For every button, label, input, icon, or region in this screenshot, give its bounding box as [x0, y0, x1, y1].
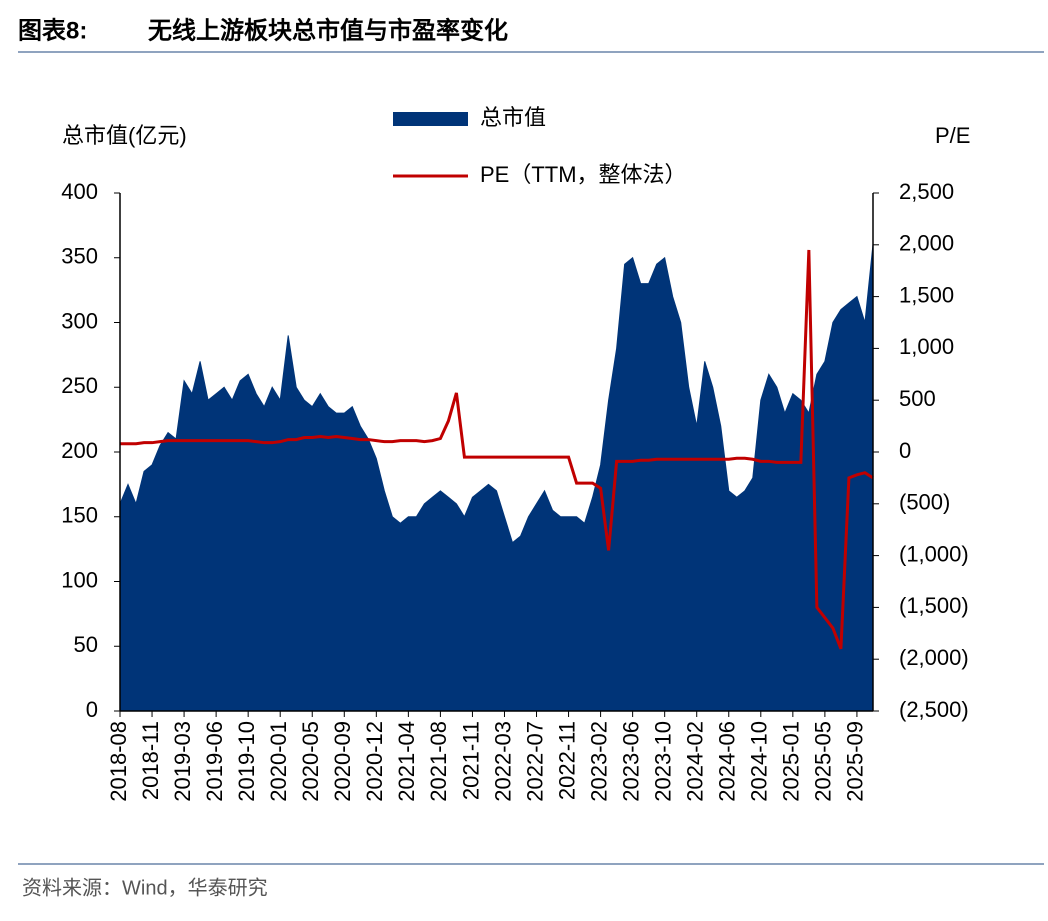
x-tick-label: 2018-11 [138, 721, 163, 800]
x-tick-label: 2020-01 [266, 721, 291, 802]
x-tick-label: 2025-01 [779, 721, 804, 802]
legend-swatch [393, 112, 468, 126]
y-tick-label: 400 [61, 179, 98, 204]
y-axis-title: 总市值(亿元) [62, 123, 187, 148]
x-tick-label: 2022-07 [522, 721, 547, 802]
y2-tick-label: 2,500 [899, 179, 954, 204]
y-tick-label: 0 [86, 697, 98, 722]
x-tick-label: 2023-06 [618, 721, 643, 802]
x-tick-label: 2023-02 [586, 721, 611, 802]
x-tick-label: 2022-03 [490, 721, 515, 802]
x-tick-label: 2024-06 [715, 721, 740, 802]
x-tick-label: 2021-11 [458, 721, 483, 800]
legend-label: PE（TTM，整体法） [480, 162, 687, 187]
y2-tick-label: (1,500) [899, 593, 969, 618]
x-tick-label: 2023-10 [650, 721, 675, 802]
x-tick-label: 2020-05 [298, 721, 323, 802]
y-tick-label: 50 [74, 632, 98, 657]
y2-tick-label: 500 [899, 386, 936, 411]
y2-tick-label: (2,500) [899, 697, 969, 722]
x-tick-label: 2021-04 [394, 721, 419, 802]
y-tick-label: 250 [61, 373, 98, 398]
x-tick-label: 2019-06 [202, 721, 227, 802]
y2-tick-label: 2,000 [899, 231, 954, 256]
y2-tick-label: 0 [899, 438, 911, 463]
y-tick-label: 200 [61, 438, 98, 463]
x-tick-label: 2019-10 [234, 721, 259, 802]
y-tick-label: 100 [61, 567, 98, 592]
y2-tick-label: (500) [899, 490, 950, 515]
x-tick-label: 2025-05 [811, 721, 836, 802]
y-tick-label: 150 [61, 503, 98, 528]
market-cap-area [119, 244, 874, 712]
source: 资料来源：Wind，华泰研究 [22, 876, 268, 899]
pe-line [120, 249, 874, 650]
x-tick-label: 2020-12 [362, 721, 387, 802]
x-tick-label: 2024-02 [683, 721, 708, 802]
figure-label: 图表8: [18, 17, 87, 44]
y2-tick-label: (1,000) [899, 541, 969, 566]
y2-axis-title: P/E [935, 123, 970, 148]
x-tick-label: 2021-08 [426, 721, 451, 802]
y-tick-label: 350 [61, 244, 98, 269]
x-tick-label: 2024-10 [747, 721, 772, 802]
x-tick-label: 2022-11 [554, 721, 579, 800]
x-tick-label: 2018-08 [106, 721, 131, 802]
y2-tick-label: (2,000) [899, 645, 969, 670]
y-tick-label: 300 [61, 308, 98, 333]
x-tick-label: 2025-09 [843, 721, 868, 802]
x-tick-label: 2019-03 [170, 721, 195, 802]
y2-tick-label: 1,500 [899, 282, 954, 307]
chart-title: 无线上游板块总市值与市盈率变化 [148, 16, 508, 44]
y2-tick-label: 1,000 [899, 334, 954, 359]
x-tick-label: 2020-09 [330, 721, 355, 802]
legend-label: 总市值 [480, 105, 546, 130]
